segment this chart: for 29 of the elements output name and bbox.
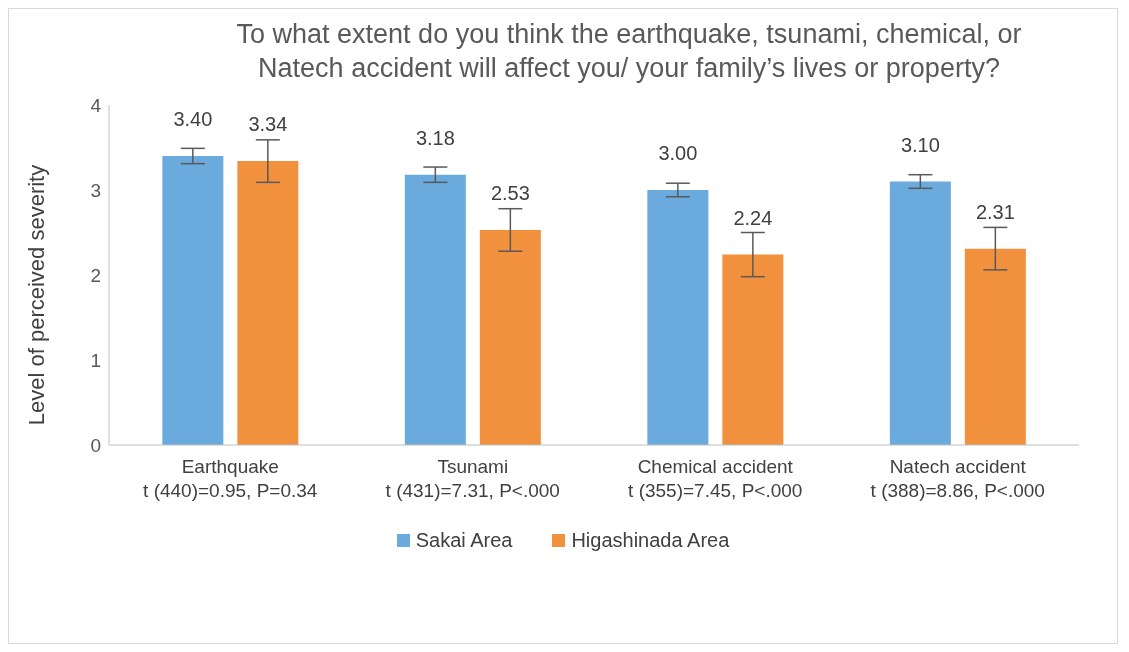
data-label: 2.31 [975,200,1015,223]
bar [647,190,709,445]
legend-label: Higashinada Area [571,529,730,552]
y-tick-label: 0 [90,434,101,456]
data-label: 3.18 [415,126,455,149]
bar [964,248,1026,445]
y-tick-label: 3 [90,179,101,201]
data-label: 3.40 [173,108,213,130]
data-label: 2.53 [490,181,530,204]
y-axis-title: Level of perceived severity [23,164,49,426]
bar [162,156,224,445]
data-label: 2.24 [733,206,773,229]
y-tick-label: 1 [90,349,101,371]
x-tick-label: Tsunami t (431)=7.31, P<.000 [385,456,560,501]
bar [722,254,784,445]
bar [404,174,466,445]
chart-title: To what extent do you think the earthquake, tsunami, chemical, or Natech accident will affect you/ your family’s lives or property? [235,18,1023,85]
bar [889,181,951,445]
x-tick-label: Natech accident t (388)=8.86, P<.000 [870,456,1045,501]
data-label: 3.34 [248,113,288,136]
bar [479,229,541,445]
x-tick-label: Chemical accident t (355)=7.45, P<.000 [628,456,803,501]
data-label: 3.10 [900,133,940,156]
data-label: 3.00 [658,142,698,164]
y-tick-label: 4 [90,94,102,116]
legend-label: Sakai Area [415,529,513,552]
x-tick-label: Earthquake t (440)=0.95, P=0.34 [143,456,318,501]
y-tick-label: 2 [90,264,101,286]
bar [237,161,299,445]
